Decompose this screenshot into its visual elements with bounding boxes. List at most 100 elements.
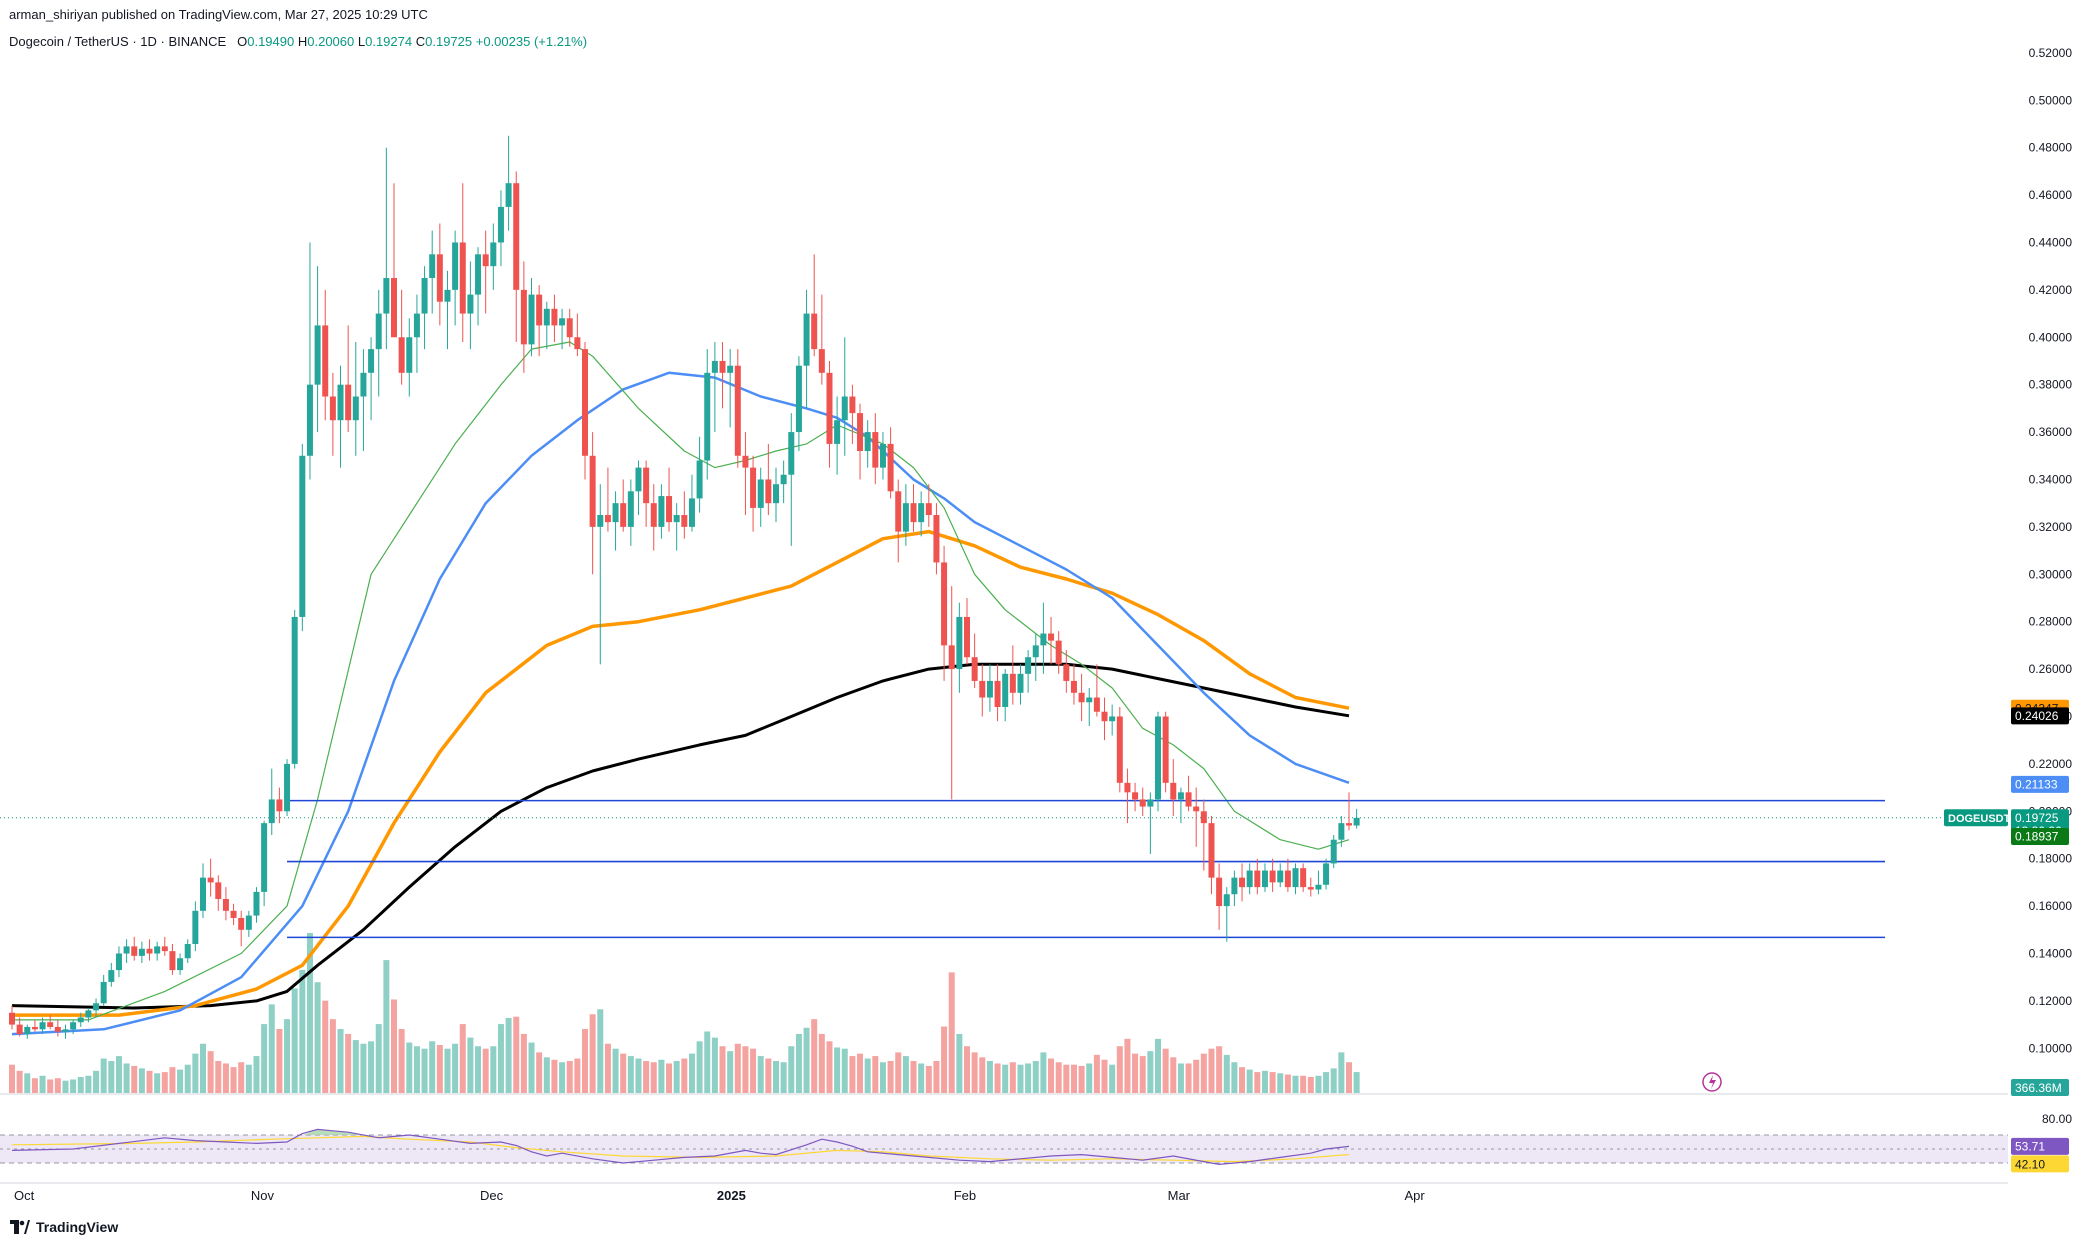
volume-bar — [200, 1043, 206, 1093]
volume-bar — [177, 1069, 184, 1093]
volume-bar — [115, 1056, 122, 1093]
candle-body — [1338, 823, 1345, 840]
candle-body — [406, 337, 413, 373]
candle-body — [803, 313, 810, 366]
volume-bar — [497, 1024, 504, 1093]
price-scale-label — [2011, 707, 2069, 725]
candle-body — [70, 1022, 77, 1030]
price-scale-label — [2011, 775, 2069, 793]
candle-body — [245, 915, 252, 930]
high-label: H — [297, 34, 308, 49]
volume-bar — [1300, 1075, 1307, 1093]
candle-body — [1048, 633, 1055, 641]
candle-body — [1147, 799, 1154, 807]
volume-bar — [551, 1059, 558, 1093]
volume-bar — [31, 1078, 38, 1093]
volume-bar — [597, 1009, 604, 1093]
volume-bar — [612, 1048, 619, 1093]
candle-body — [1307, 887, 1314, 890]
candle-body — [673, 515, 680, 523]
volume-bar — [314, 982, 321, 1093]
candle-body — [612, 503, 619, 523]
candle-body — [627, 491, 634, 527]
volume-bar — [826, 1041, 833, 1093]
candle-body — [849, 396, 856, 414]
volume-bar — [849, 1056, 856, 1093]
price-scale-label-text: 0.21133 — [2015, 777, 2058, 791]
volume-bar — [1070, 1064, 1077, 1093]
candle-body — [559, 318, 566, 326]
volume-bar — [765, 1058, 772, 1093]
candle-body — [887, 443, 894, 492]
tradingview-logo[interactable]: TradingView — [10, 1219, 118, 1235]
y-tick-label: 0.38000 — [2029, 378, 2073, 392]
symbol-tag — [1944, 809, 2008, 827]
volume-bar — [658, 1059, 665, 1093]
price-scale-label-text: 0.18937 — [2015, 829, 2059, 843]
volume-bar — [459, 1024, 466, 1093]
candle-body — [1246, 870, 1253, 888]
candle-body — [1078, 692, 1085, 703]
candle-body — [131, 946, 138, 956]
candle-body — [138, 948, 145, 956]
volume-bar — [1323, 1072, 1330, 1093]
rsi-tick-label: 80.00 — [2042, 1112, 2072, 1126]
candle-body — [184, 944, 191, 959]
volume-bar — [360, 1043, 367, 1093]
candle-body — [505, 183, 512, 207]
volume-bar — [413, 1046, 420, 1093]
volume-scale-label — [2011, 1079, 2069, 1096]
volume-bar — [750, 1048, 757, 1093]
close-label: C — [415, 34, 426, 49]
symbol-legend: Dogecoin / TetherUS · 1D · BINANCE O0.19… — [9, 34, 587, 49]
volume-bar — [650, 1062, 657, 1093]
price-scale-label-text: 0.19725 — [2015, 811, 2059, 825]
volume-bar — [123, 1063, 130, 1093]
volume-bar — [253, 1056, 260, 1093]
volume-bar — [620, 1053, 627, 1093]
volume-bar — [1040, 1052, 1047, 1093]
candle-body — [391, 278, 397, 338]
volume-bar — [398, 1029, 405, 1093]
x-tick-label: Dec — [480, 1188, 504, 1203]
volume-bar — [452, 1043, 459, 1093]
volume-bar — [1132, 1053, 1139, 1093]
volume-bar — [207, 1051, 214, 1093]
candle-body — [24, 1026, 31, 1035]
volume-bar — [108, 1061, 115, 1093]
symbol-title[interactable]: Dogecoin / TetherUS · 1D · BINANCE — [9, 34, 227, 49]
candle-body — [1017, 673, 1024, 693]
candle-body — [765, 479, 772, 504]
x-tick-label: 2025 — [717, 1188, 746, 1203]
alert-icon-bolt — [1709, 1075, 1716, 1089]
volume-bar — [1048, 1058, 1055, 1093]
x-tick-label: Mar — [1168, 1188, 1191, 1203]
volume-bar — [85, 1075, 92, 1093]
candle-body — [643, 467, 650, 504]
volume-bar — [1269, 1072, 1276, 1093]
volume-bar — [1002, 1064, 1009, 1093]
volume-bar — [391, 999, 397, 1093]
volume-bar — [788, 1046, 795, 1093]
candle-body — [47, 1022, 54, 1027]
y-tick-label: 0.42000 — [2029, 283, 2073, 297]
volume-bar — [841, 1048, 848, 1093]
volume-bar — [24, 1073, 31, 1093]
candle-body — [742, 455, 749, 468]
price-scale-area — [2008, 0, 2084, 1243]
candle-body — [337, 384, 344, 421]
volume-bar — [1246, 1069, 1253, 1093]
volume-bar — [230, 1067, 237, 1093]
volume-bar — [559, 1062, 566, 1093]
volume-bar — [444, 1048, 451, 1093]
volume-bar — [1346, 1062, 1352, 1093]
volume-bar — [1223, 1054, 1230, 1093]
candle-body — [1070, 680, 1077, 693]
candle-body — [1346, 823, 1352, 826]
y-tick-label: 0.50000 — [2029, 93, 2073, 107]
low-value: 0.19274 — [365, 34, 413, 49]
candle-body — [238, 917, 245, 930]
volume-bar — [1254, 1072, 1261, 1093]
volume-bar — [673, 1061, 680, 1093]
